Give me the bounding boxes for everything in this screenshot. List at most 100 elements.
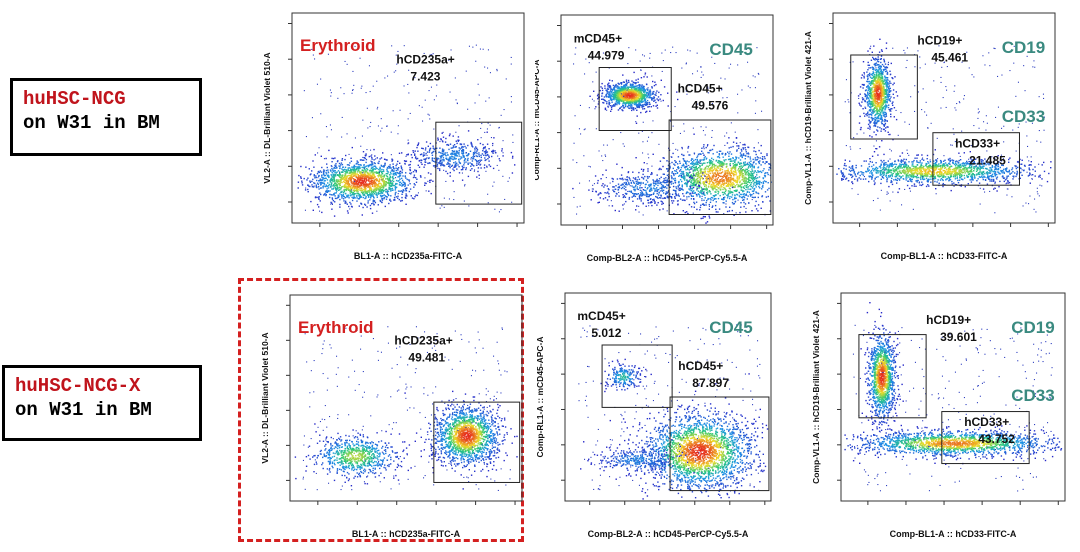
event-dot	[408, 190, 411, 193]
event-dot	[445, 157, 448, 159]
event-dot	[691, 183, 694, 185]
event-dot	[638, 92, 640, 94]
event-dot	[311, 48, 313, 50]
event-dot	[331, 208, 333, 210]
event-dot	[705, 222, 707, 224]
event-dot	[742, 190, 744, 192]
event-dot	[348, 172, 350, 174]
event-dot	[335, 188, 337, 190]
event-dot	[697, 177, 699, 180]
event-dot	[483, 151, 486, 153]
event-dot	[363, 166, 366, 169]
event-dot	[414, 169, 416, 171]
event-dot	[452, 145, 455, 147]
event-dot	[313, 182, 315, 184]
event-dot	[371, 175, 373, 177]
event-dot	[347, 180, 350, 182]
event-dot	[418, 166, 421, 168]
event-dot	[363, 165, 365, 167]
event-dot	[372, 190, 375, 193]
event-dot	[361, 159, 364, 161]
event-dot	[687, 147, 689, 149]
event-dot	[719, 186, 721, 188]
event-dot	[436, 159, 438, 161]
event-dot	[381, 175, 383, 177]
event-dot	[728, 147, 730, 149]
event-dot	[657, 96, 660, 98]
event-dot	[742, 147, 744, 149]
event-dot	[318, 206, 320, 208]
event-dot	[698, 167, 700, 169]
event-dot	[338, 195, 340, 197]
event-dot	[743, 205, 745, 208]
event-dot	[631, 95, 633, 97]
event-dot	[512, 141, 514, 143]
event-dot	[634, 95, 637, 97]
event-dot	[422, 155, 425, 157]
event-dot	[378, 180, 380, 183]
event-dot	[336, 180, 338, 183]
event-dot	[501, 150, 503, 152]
event-dot	[622, 97, 624, 99]
event-dot	[621, 88, 624, 91]
event-dot	[387, 190, 390, 193]
event-dot	[385, 173, 387, 175]
event-dot	[465, 70, 467, 72]
event-dot	[667, 92, 669, 94]
event-dot	[755, 150, 757, 153]
event-dot	[445, 180, 447, 182]
event-dot	[607, 84, 609, 86]
event-dot	[609, 91, 611, 93]
event-dot	[711, 164, 714, 166]
event-dot	[682, 171, 684, 173]
event-dot	[748, 202, 750, 204]
event-dot	[734, 165, 737, 167]
event-dot	[606, 95, 608, 98]
event-dot	[336, 166, 338, 169]
event-dot	[751, 165, 753, 167]
event-dot	[707, 185, 710, 187]
event-dot	[409, 163, 411, 166]
event-dot	[644, 94, 647, 96]
event-dot	[615, 89, 617, 91]
event-dot	[725, 189, 727, 191]
event-dot	[395, 182, 397, 185]
event-dot	[743, 179, 745, 181]
event-dot	[759, 181, 761, 183]
event-dot	[483, 154, 485, 156]
event-dot	[703, 182, 706, 184]
event-dot	[744, 170, 747, 172]
event-dot	[682, 189, 684, 191]
event-dot	[733, 165, 735, 167]
event-dot	[750, 194, 752, 196]
event-dot	[407, 139, 409, 141]
event-dot	[403, 85, 405, 87]
event-dot	[744, 185, 746, 187]
event-dot	[684, 177, 686, 179]
event-dot	[684, 182, 686, 185]
event-dot	[642, 89, 645, 91]
event-dot	[724, 173, 727, 176]
event-dot	[330, 165, 333, 167]
event-dot	[711, 187, 713, 189]
event-dot	[700, 172, 702, 174]
event-dot	[740, 189, 742, 191]
event-dot	[471, 168, 473, 170]
event-dot	[363, 172, 365, 174]
event-dot	[638, 100, 641, 103]
event-dot	[603, 98, 605, 101]
event-dot	[609, 85, 612, 88]
event-dot	[717, 187, 719, 189]
event-dot	[427, 113, 429, 115]
event-dot	[375, 185, 377, 188]
event-dot	[389, 171, 392, 174]
event-dot	[351, 199, 354, 202]
event-dot	[766, 153, 768, 155]
event-dot	[357, 183, 359, 185]
event-dot	[739, 173, 741, 175]
event-dot	[441, 132, 443, 134]
event-dot	[708, 169, 711, 171]
event-dot	[485, 151, 488, 154]
event-dot	[340, 87, 342, 89]
event-dot	[335, 173, 337, 176]
